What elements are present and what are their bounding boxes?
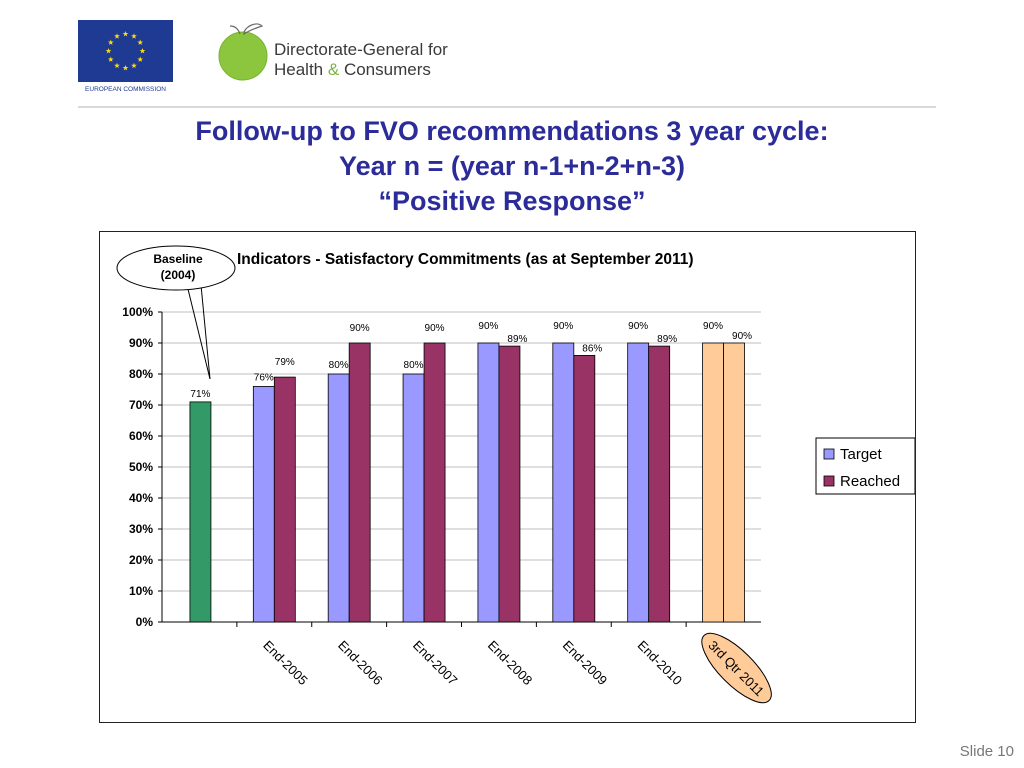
callout-line-1: Baseline bbox=[153, 252, 203, 266]
dg-health-consumers-logo bbox=[218, 23, 268, 81]
y-tick-label: 40% bbox=[129, 491, 153, 505]
y-tick-label: 60% bbox=[129, 429, 153, 443]
y-tick-label: 0% bbox=[136, 615, 154, 629]
target-bar bbox=[477, 342, 500, 623]
baseline-callout bbox=[116, 245, 236, 291]
reached-data-label: 89% bbox=[657, 334, 677, 345]
eu-star-icon bbox=[107, 39, 114, 45]
target-bar bbox=[702, 342, 724, 623]
eu-logo-text: EUROPEAN COMMISSION bbox=[85, 86, 166, 93]
dg-amp: & bbox=[327, 60, 340, 79]
callout-pointer bbox=[186, 284, 211, 380]
eu-star-icon bbox=[107, 56, 114, 62]
target-data-label: 90% bbox=[703, 321, 723, 332]
reached-data-label: 90% bbox=[425, 323, 445, 334]
target-bar bbox=[252, 385, 275, 623]
legend-swatch-reached bbox=[823, 475, 835, 487]
chart-frame: Indicators - Satisfactory Commitments (a… bbox=[99, 231, 916, 723]
eu-star-icon bbox=[137, 39, 144, 45]
x-category-label: End-2007 bbox=[410, 638, 460, 688]
reached-bar bbox=[648, 345, 671, 623]
reached-data-label: 79% bbox=[275, 357, 295, 368]
y-tick-label: 70% bbox=[129, 398, 153, 412]
x-category-label: End-2008 bbox=[485, 638, 535, 688]
reached-bar bbox=[723, 342, 745, 623]
target-bar bbox=[327, 373, 350, 623]
reached-data-label: 90% bbox=[732, 331, 752, 342]
reached-bar bbox=[498, 345, 521, 623]
target-data-label: 90% bbox=[628, 321, 648, 332]
target-data-label: 80% bbox=[404, 360, 424, 371]
slide-title: Follow-up to FVO recommendations 3 year … bbox=[60, 114, 964, 219]
y-tick-label: 90% bbox=[129, 336, 153, 350]
slide-number: Slide 10 bbox=[959, 743, 1014, 760]
x-category-label: End-2005 bbox=[260, 638, 310, 688]
reached-data-label: 90% bbox=[350, 323, 370, 334]
title-line-2: Year n = (year n-1+n-2+n-3) bbox=[339, 151, 685, 181]
legend-swatch-target bbox=[823, 448, 835, 460]
title-line-3: “Positive Response” bbox=[378, 186, 646, 216]
latest-period-callout: 3rd Qtr 2011 bbox=[701, 632, 772, 704]
target-data-label: 76% bbox=[254, 372, 274, 383]
dg-health: Health bbox=[274, 60, 324, 79]
reached-data-label: 89% bbox=[507, 334, 527, 345]
target-bar bbox=[552, 342, 575, 623]
x-category-label: End-2010 bbox=[635, 638, 685, 688]
eu-star-icon bbox=[105, 48, 112, 54]
callout-line-2: (2004) bbox=[161, 268, 196, 282]
reached-bar bbox=[273, 376, 296, 623]
baseline-bar bbox=[189, 401, 212, 623]
reached-bar bbox=[348, 342, 371, 623]
reached-bar bbox=[573, 355, 596, 623]
european-commission-logo: EUROPEAN COMMISSION bbox=[78, 20, 173, 93]
reached-bar bbox=[423, 342, 446, 623]
eu-star-icon bbox=[131, 33, 137, 39]
target-data-label: 80% bbox=[329, 360, 349, 371]
y-tick-label: 50% bbox=[129, 460, 153, 474]
x-category-label: End-2009 bbox=[560, 638, 610, 688]
dg-line1: Directorate-General for bbox=[274, 40, 448, 59]
x-category-label: End-2006 bbox=[335, 638, 385, 688]
legend-label-target: Target bbox=[840, 446, 883, 463]
y-tick-label: 80% bbox=[129, 367, 153, 381]
target-bar bbox=[627, 342, 650, 623]
eu-star-icon bbox=[114, 62, 120, 69]
target-data-label: 90% bbox=[478, 321, 498, 332]
chart-title: Indicators - Satisfactory Commitments (a… bbox=[237, 251, 694, 268]
reached-data-label: 86% bbox=[582, 343, 602, 354]
dg-consumers: Consumers bbox=[343, 60, 431, 79]
target-bar bbox=[402, 373, 425, 623]
baseline-data-label: 71% bbox=[190, 389, 210, 400]
eu-star-icon bbox=[122, 31, 129, 37]
bar-chart: Indicators - Satisfactory Commitments (a… bbox=[116, 245, 915, 704]
title-line-1: Follow-up to FVO recommendations 3 year … bbox=[195, 116, 829, 146]
callout-pointer bbox=[200, 284, 211, 380]
legend-label-reached: Reached bbox=[840, 473, 900, 490]
eu-star-icon bbox=[122, 65, 129, 71]
y-tick-label: 10% bbox=[129, 584, 153, 598]
target-data-label: 90% bbox=[553, 321, 573, 332]
dg-name: Directorate-General for Health & Consume… bbox=[274, 40, 448, 80]
eu-star-icon bbox=[131, 62, 137, 69]
eu-star-icon bbox=[137, 56, 144, 62]
dg-line2: Health & Consumers bbox=[274, 60, 448, 80]
eu-star-icon bbox=[139, 48, 146, 54]
eu-star-icon bbox=[114, 33, 120, 39]
y-tick-label: 20% bbox=[129, 553, 153, 567]
header-divider bbox=[78, 106, 936, 108]
y-tick-label: 100% bbox=[122, 305, 153, 319]
y-tick-label: 30% bbox=[129, 522, 153, 536]
